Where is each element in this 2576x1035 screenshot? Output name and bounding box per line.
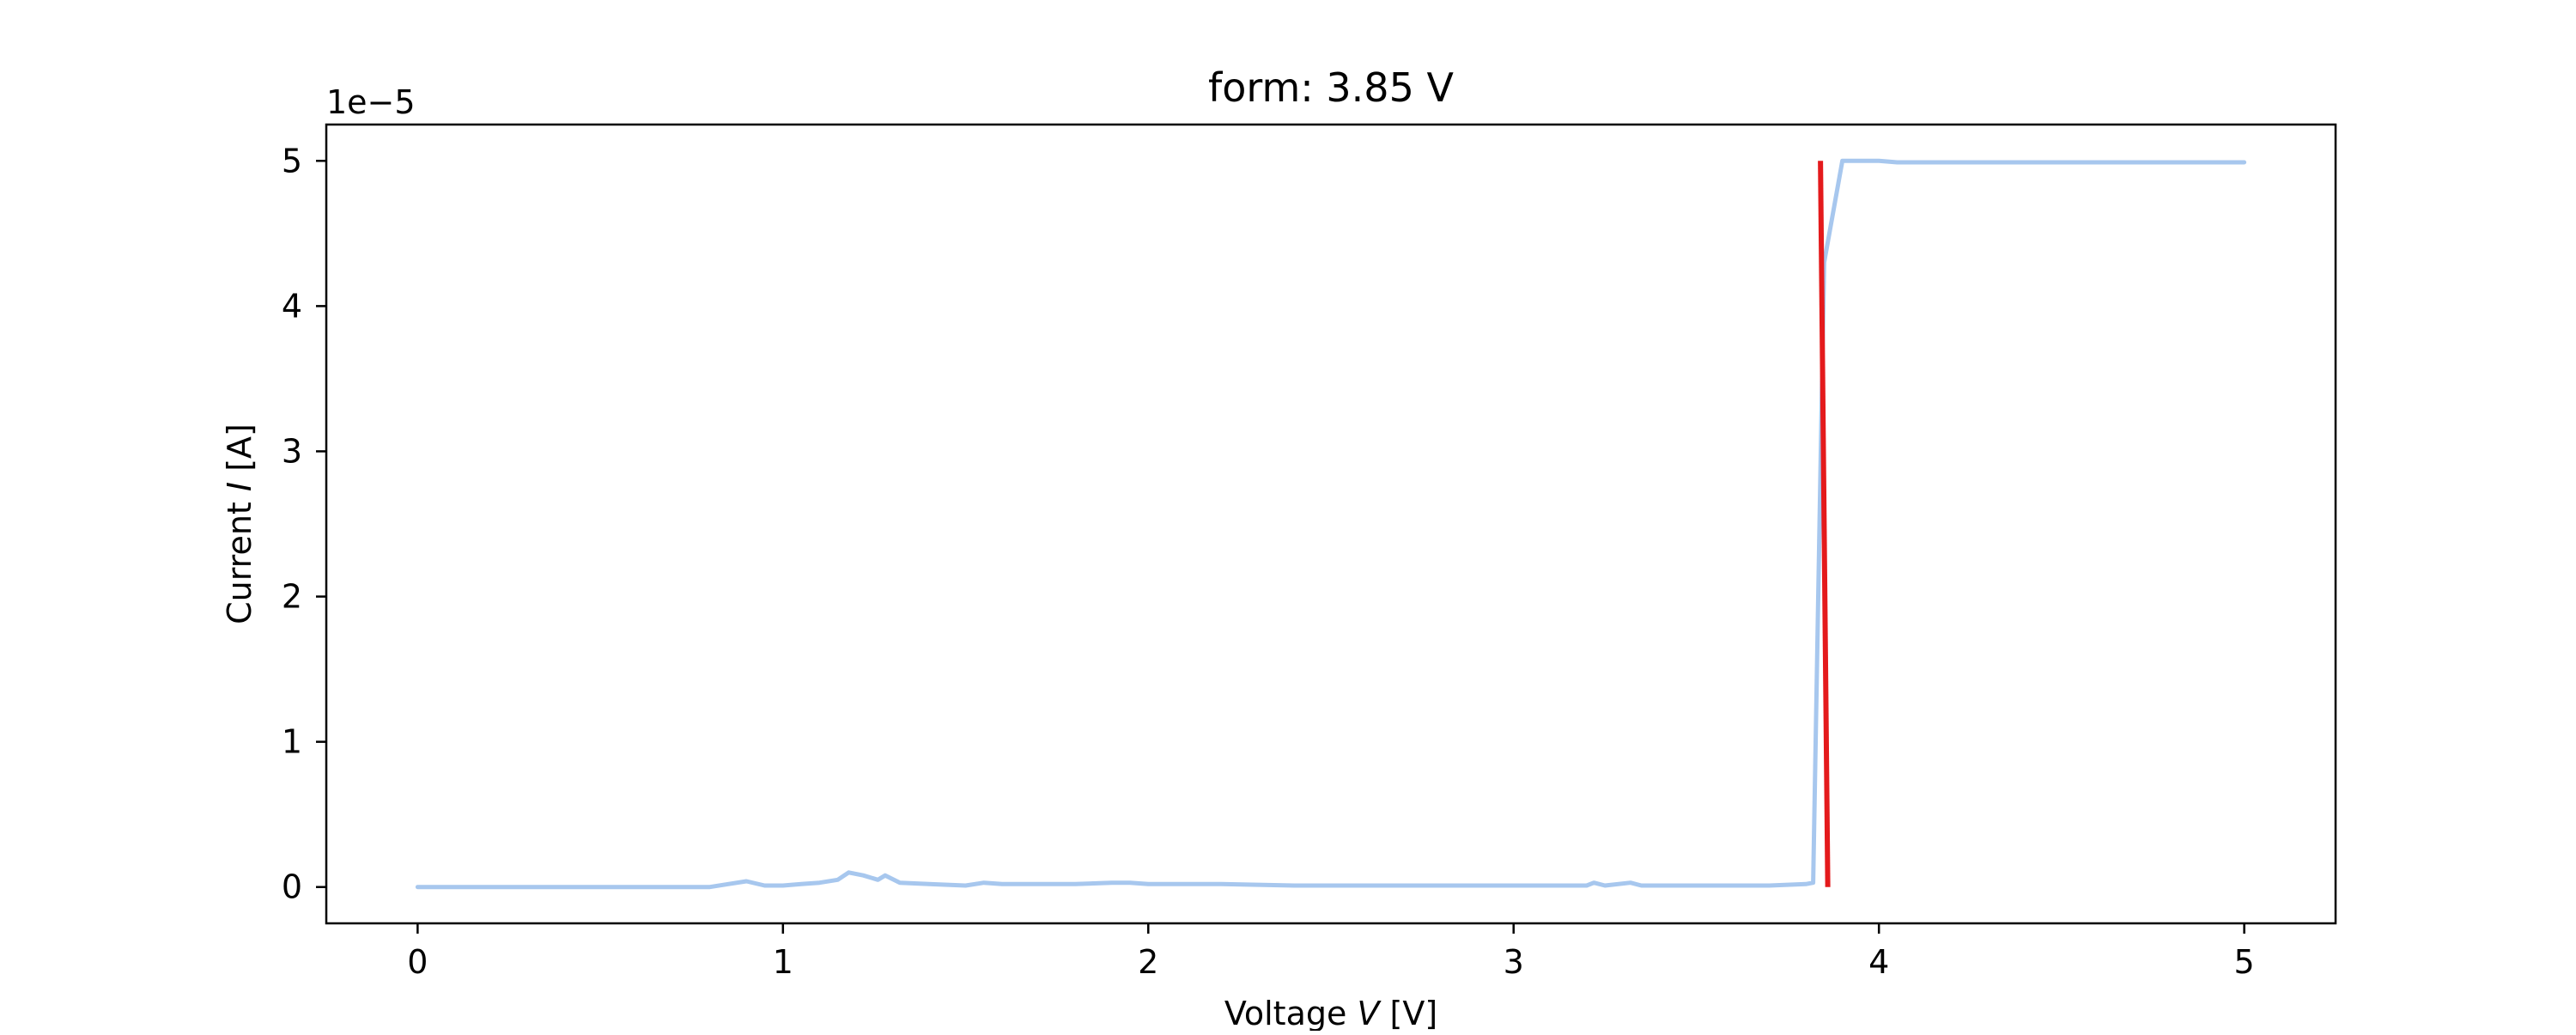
y-tick-label: 2 bbox=[282, 578, 302, 616]
y-axis-label-suffix: [A] bbox=[221, 423, 258, 482]
y-tick-label: 0 bbox=[282, 868, 302, 906]
x-axis-ticks: 0 1 2 3 4 5 bbox=[407, 923, 2255, 981]
x-tick-label: 1 bbox=[773, 943, 793, 981]
x-axis-label-prefix: Voltage bbox=[1224, 995, 1358, 1031]
y-tick-label: 5 bbox=[282, 142, 302, 180]
y-axis-ticks: 0 1 2 3 4 5 bbox=[282, 142, 326, 906]
y-tick-label: 4 bbox=[282, 287, 302, 325]
y-tick-label: 3 bbox=[282, 432, 302, 470]
x-tick-label: 0 bbox=[407, 943, 428, 981]
y-tick-label: 1 bbox=[282, 723, 302, 761]
x-tick-label: 3 bbox=[1504, 943, 1524, 981]
y-axis-label-symbol: I bbox=[221, 482, 258, 491]
x-axis-label: Voltage V [V] bbox=[1224, 995, 1437, 1031]
x-tick-label: 5 bbox=[2234, 943, 2255, 981]
x-tick-label: 2 bbox=[1138, 943, 1158, 981]
x-tick-label: 4 bbox=[1868, 943, 1889, 981]
iv-curve-series bbox=[415, 158, 2247, 890]
chart-title: form: 3.85 V bbox=[1208, 64, 1454, 111]
x-axis-label-suffix: [V] bbox=[1379, 995, 1437, 1031]
plot-frame bbox=[325, 123, 2337, 925]
y-axis-label-prefix: Current bbox=[221, 491, 258, 624]
x-axis-label-symbol: V bbox=[1357, 995, 1382, 1031]
y-axis-label: Current I [A] bbox=[221, 423, 258, 624]
forming-voltage-marker bbox=[1818, 161, 1831, 887]
y-axis-offset-label: 1e−5 bbox=[326, 83, 416, 121]
